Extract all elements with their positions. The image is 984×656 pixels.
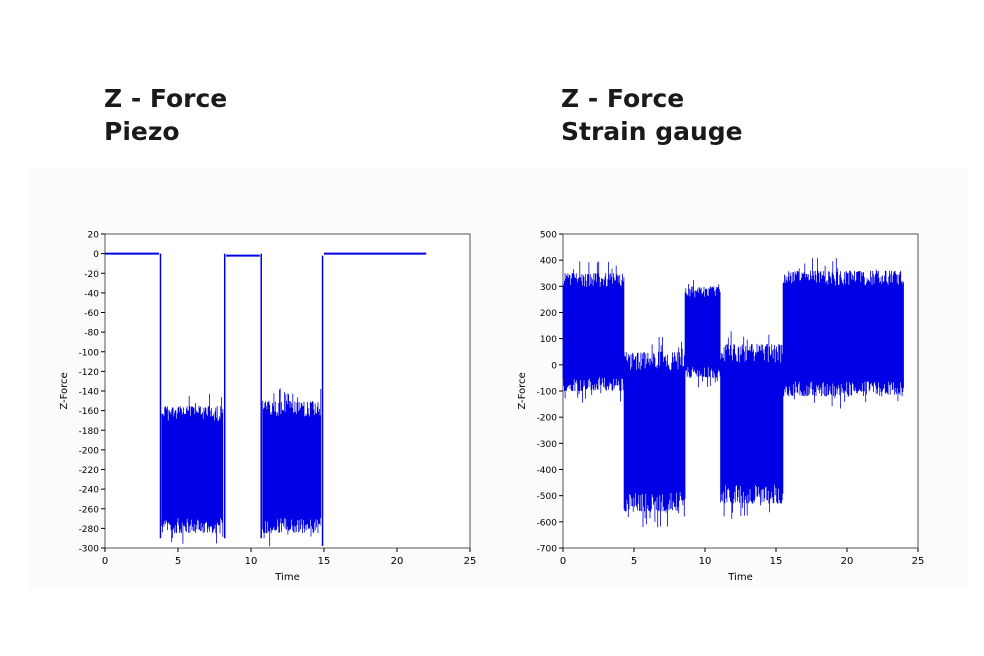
strain-gauge-y-tick-label: -700	[537, 545, 558, 555]
strain-gauge-y-tick-label: -500	[537, 492, 558, 502]
piezo-x-axis-label: Time	[274, 572, 299, 583]
piezo-y-tick-label: -80	[84, 329, 99, 339]
left-heading-line2: Piezo	[104, 117, 180, 146]
piezo-y-tick-label: -160	[79, 407, 100, 417]
right-heading-line2: Strain gauge	[561, 117, 743, 146]
piezo-chart: 0 5 10 15 20 25 20 0 -20 -40 -60 -80 -100 -120 -140 -16…	[59, 231, 476, 584]
right-heading-line1: Z - Force	[561, 84, 685, 113]
piezo-y-tick-label: -240	[79, 486, 100, 496]
strain-gauge-series-noise-band	[684, 280, 721, 388]
strain-gauge-x-tick-label: 20	[841, 556, 854, 567]
piezo-y-tick-label: -100	[79, 348, 100, 358]
strain-gauge-y-tick-label: 200	[540, 309, 557, 319]
strain-gauge-y-tick-label: -100	[537, 388, 558, 398]
piezo-series	[105, 252, 427, 547]
strain-gauge-y-tick-label: 0	[551, 361, 557, 371]
strain-gauge-y-axis-label: Z-Force	[517, 372, 528, 409]
piezo-x-tick-label: 0	[102, 556, 108, 567]
piezo-y-axis-label: Z-Force	[59, 372, 70, 409]
piezo-series-noise-band	[161, 394, 224, 544]
piezo-x-tick-label: 25	[464, 556, 477, 567]
left-chart-heading: Z - Force Piezo	[104, 82, 227, 148]
piezo-x-tick-label: 10	[245, 556, 258, 567]
piezo-y-tick-label: -280	[79, 525, 100, 535]
strain-gauge-series-noise-band	[720, 331, 784, 519]
piezo-y-tick-label: -40	[84, 289, 99, 299]
piezo-y-tick-label: -180	[79, 427, 100, 437]
strain-gauge-y-tick-label: -600	[537, 518, 558, 528]
strain-gauge-x-axis-label: Time	[727, 572, 752, 583]
piezo-y-tick-label: -120	[79, 368, 100, 378]
strain-gauge-x-tick-label: 0	[560, 556, 566, 567]
strain-gauge-y-tick-label: -200	[537, 414, 558, 424]
strain-gauge-y-tick-label: 300	[540, 283, 557, 293]
piezo-y-tick-label: -140	[79, 388, 100, 398]
strain-gauge-series-noise-band	[623, 337, 686, 528]
piezo-y-tick-label: -260	[79, 505, 100, 515]
strain-gauge-y-tick-label: 100	[540, 335, 557, 345]
piezo-y-tick-label: -220	[79, 466, 100, 476]
strain-gauge-series-noise-band	[562, 261, 625, 403]
right-chart-heading: Z - Force Strain gauge	[561, 82, 743, 148]
piezo-x-tick-label: 20	[391, 556, 404, 567]
piezo-y-tick-label: -200	[79, 446, 100, 456]
piezo-y-tick-label: 20	[88, 231, 100, 241]
piezo-y-tick-label: 0	[93, 250, 99, 260]
strain-gauge-y-tick-label: 400	[540, 257, 557, 267]
strain-gauge-y-tick-label: -300	[537, 440, 558, 450]
piezo-y-tick-label: -300	[79, 545, 100, 555]
piezo-series-noise-band	[262, 388, 322, 547]
left-heading-line1: Z - Force	[104, 84, 228, 113]
strain-gauge-x-tick-label: 15	[770, 556, 783, 567]
piezo-x-tick-label: 5	[175, 556, 181, 567]
piezo-y-tick-label: -60	[84, 309, 99, 319]
strain-gauge-series-noise-band	[782, 258, 904, 409]
strain-gauge-x-tick-label: 5	[631, 556, 637, 567]
strain-gauge-chart: 0 5 10 15 20 25 500 400 300 200 100 0 -100 -200 -300 -4…	[517, 231, 924, 584]
piezo-y-tick-label: -20	[84, 270, 99, 280]
strain-gauge-series	[562, 258, 904, 528]
strain-gauge-y-tick-label: -400	[537, 466, 558, 476]
strain-gauge-x-tick-label: 25	[912, 556, 925, 567]
strain-gauge-x-tick-label: 10	[699, 556, 712, 567]
strain-gauge-y-tick-label: 500	[540, 231, 557, 241]
piezo-x-tick-label: 15	[318, 556, 331, 567]
